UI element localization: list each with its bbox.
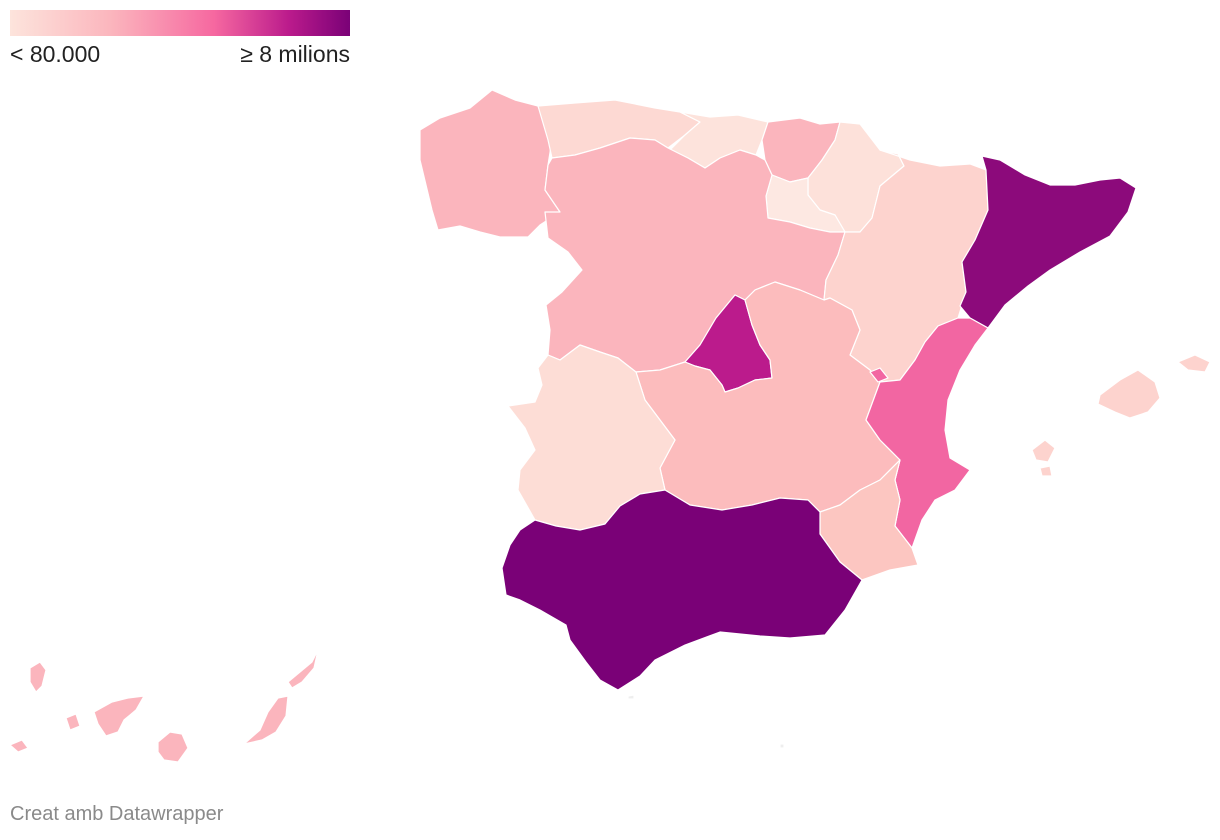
- region-ceuta[interactable]: [627, 694, 635, 700]
- region-catalunya[interactable]: [959, 155, 1137, 329]
- legend-min-label: < 80.000: [10, 41, 101, 67]
- color-legend: < 80.000 ≥ 8 milions: [10, 10, 350, 69]
- region-andalusia[interactable]: [501, 489, 863, 691]
- region-murcia[interactable]: [819, 459, 919, 581]
- region-canaries[interactable]: [9, 649, 319, 763]
- region-illes-balears[interactable]: [1031, 354, 1211, 477]
- legend-gradient-bar: [10, 10, 350, 36]
- region-melilla[interactable]: [779, 743, 785, 749]
- region-galicia[interactable]: [419, 89, 561, 238]
- datawrapper-credit[interactable]: Creat amb Datawrapper: [10, 803, 224, 825]
- legend-max-label: ≥ 8 milions: [240, 41, 350, 67]
